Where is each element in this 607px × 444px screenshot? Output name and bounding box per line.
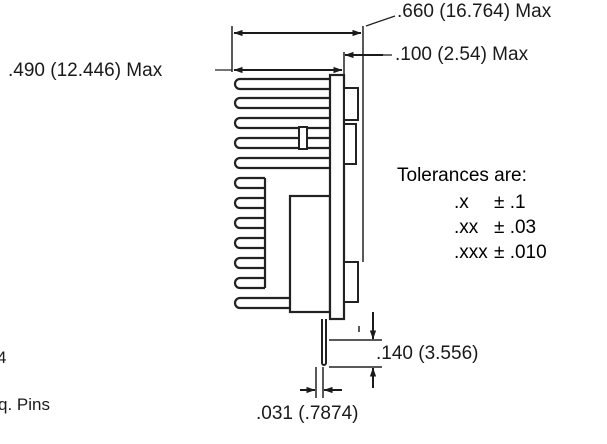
heatsink-fin — [233, 156, 330, 170]
component-height-label: .100 (2.54) Max — [395, 44, 529, 65]
heatsink-width-label: .490 (12.446) Max — [8, 60, 163, 81]
tolerance-code: .xxx — [454, 242, 488, 263]
heatsink-fin — [233, 116, 330, 130]
extension-lines — [231, 26, 382, 398]
component-top — [343, 87, 359, 121]
heatsink-fin — [233, 136, 330, 150]
cropped-digit-fragment: 4 — [0, 348, 7, 367]
pin-stub-upper — [298, 126, 308, 150]
heatsink-fins — [233, 77, 330, 310]
tolerance-value: ± .010 — [494, 242, 547, 263]
pin-length-label: .140 (3.556) — [376, 343, 479, 364]
baseplate — [328, 73, 346, 321]
heatsink-fin — [233, 236, 265, 250]
tolerance-value: ± .1 — [494, 192, 526, 213]
cropped-pins-fragment: q. Pins — [0, 395, 50, 414]
heatsink-fin — [233, 256, 265, 270]
pin-thickness-label: .031 (.7874) — [256, 403, 359, 424]
tolerance-value: ± .03 — [494, 217, 537, 238]
component-middle — [343, 123, 357, 165]
tolerance-table: Tolerances are: .x ± .1 .xx ± .03 .xxx ±… — [397, 165, 547, 262]
tolerance-code: .xx — [454, 217, 479, 238]
heatsink-fin — [233, 96, 330, 110]
power-module-block — [288, 194, 332, 314]
heatsink-fin — [233, 176, 265, 190]
pin — [321, 319, 327, 366]
leader-lines — [215, 15, 396, 71]
tolerance-code: .x — [454, 192, 469, 213]
heatsink-fin — [233, 77, 330, 91]
tolerance-heading: Tolerances are: — [397, 165, 527, 186]
heatsink-fin — [233, 216, 265, 230]
overall-width-label: .660 (16.764) Max — [397, 1, 552, 22]
heatsink-fin — [233, 196, 265, 210]
board-components — [298, 87, 359, 303]
heatsink-fin — [233, 276, 265, 290]
heatsink-fin — [233, 296, 330, 310]
heatsink-body — [263, 73, 346, 321]
dimension-lines — [233, 29, 383, 394]
component-bottom — [343, 261, 359, 303]
